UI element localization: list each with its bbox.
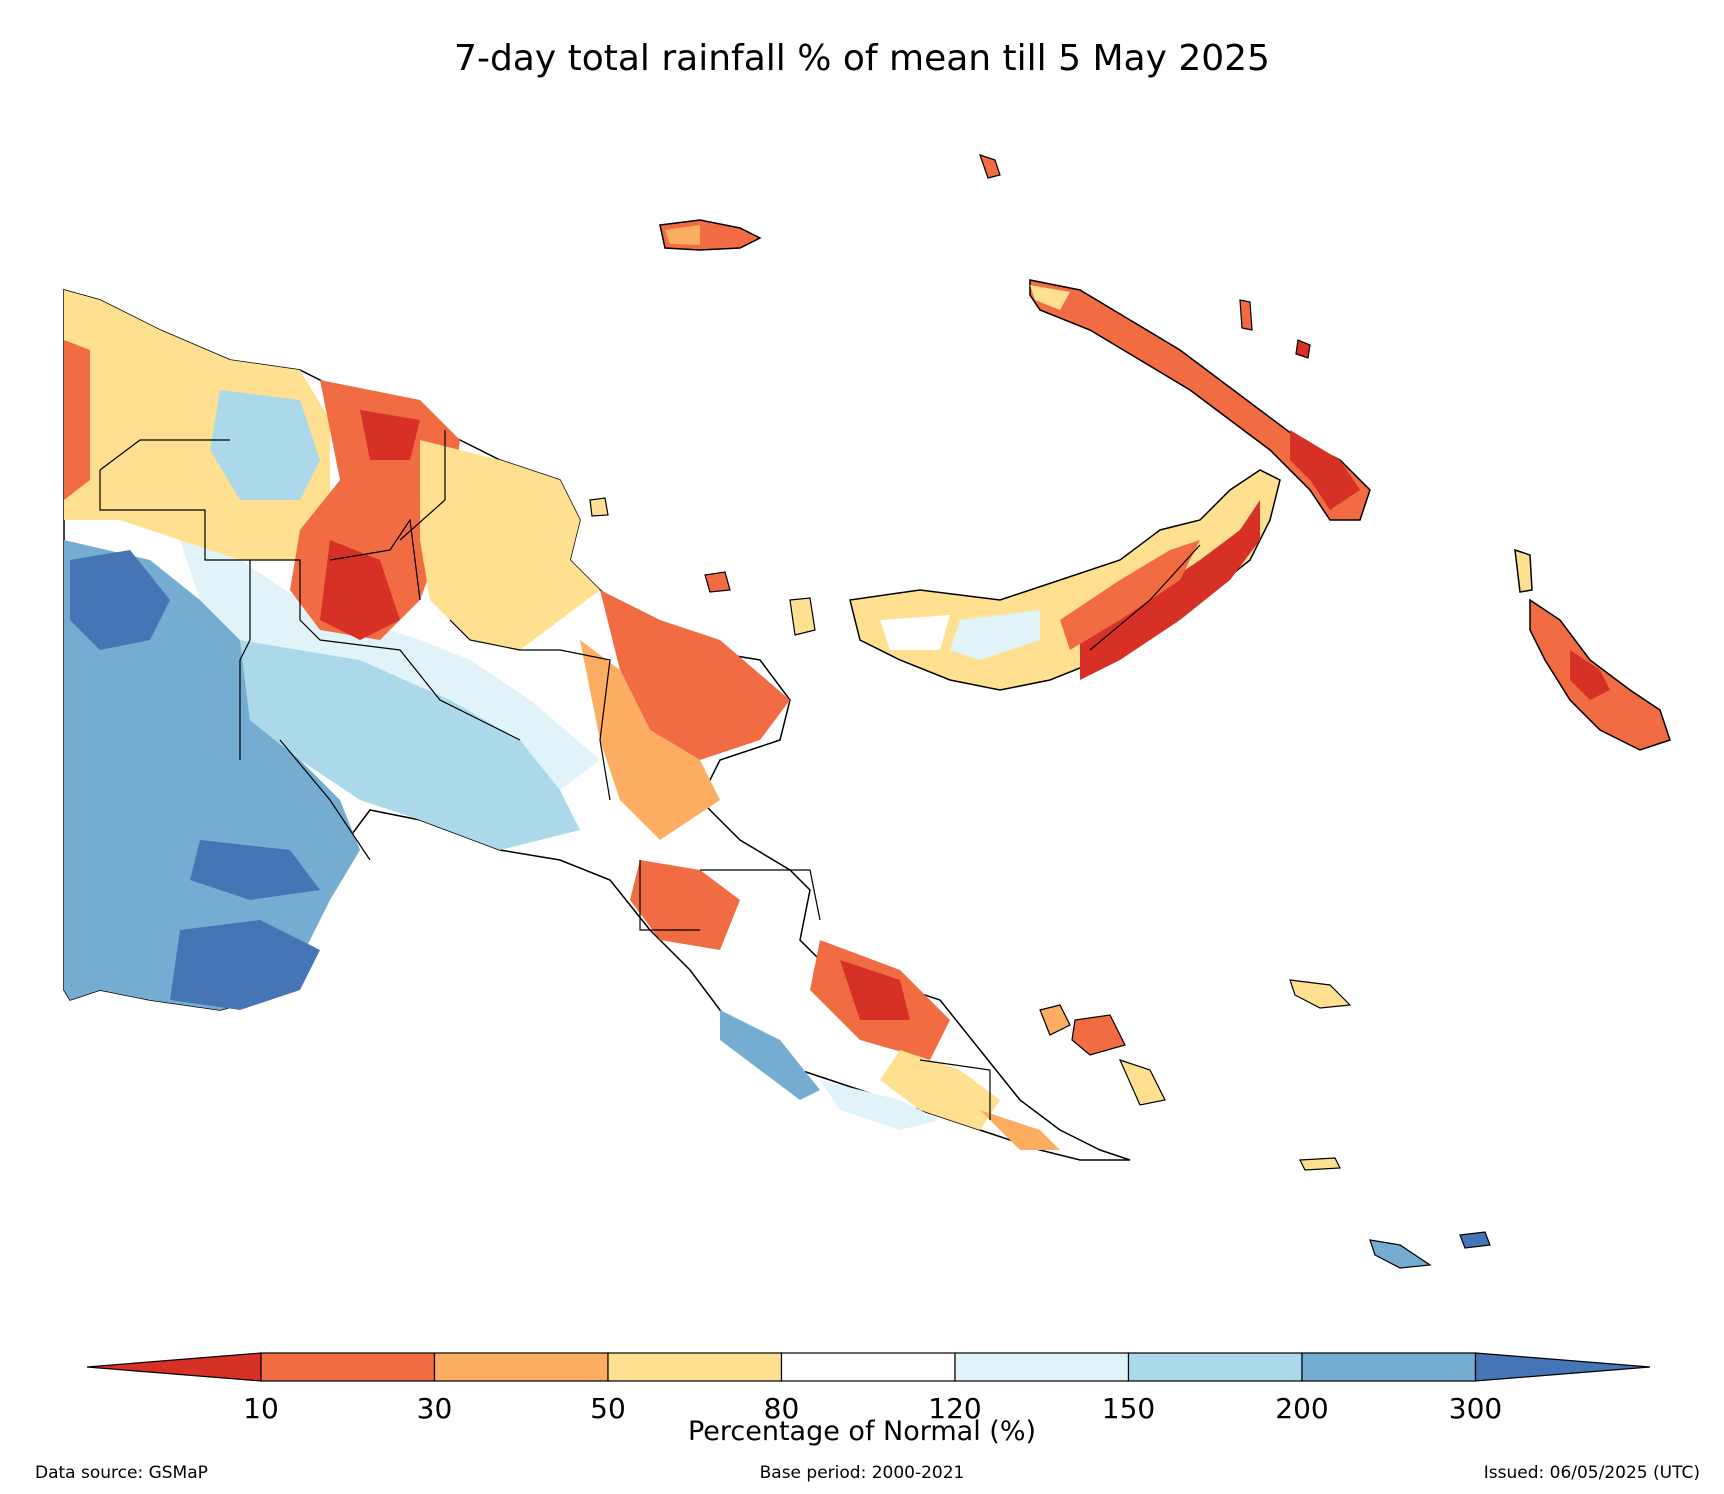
colorbar-tick-10: 10 xyxy=(243,1392,279,1425)
nb-orange xyxy=(1060,540,1200,650)
data-source-note: Data source: GSMaP xyxy=(35,1463,208,1483)
island-normanby xyxy=(1118,1059,1166,1106)
region-central-highlands xyxy=(420,440,600,650)
colorbar-tick-50: 50 xyxy=(590,1392,626,1425)
colorbar-tick-150: 150 xyxy=(1101,1392,1156,1425)
colorbar-tick-30: 30 xyxy=(416,1392,453,1425)
colorbar-seg-30-50 xyxy=(433,1352,609,1382)
base-period-note: Base period: 2000-2021 xyxy=(759,1463,965,1483)
region-morobe xyxy=(630,860,740,950)
region-oro-yellow xyxy=(880,1050,1000,1130)
region-sepik-blue xyxy=(210,390,320,500)
province-borders xyxy=(99,430,1201,1120)
region-sepik-red-north xyxy=(360,410,420,460)
colorbar-extend-low xyxy=(86,1352,262,1382)
colorbar-label: Percentage of Normal (%) xyxy=(687,1416,1037,1447)
region-western-core xyxy=(70,550,170,650)
colorbar-seg-200-300 xyxy=(1301,1352,1477,1382)
colorbar-tick-300: 300 xyxy=(1448,1392,1503,1425)
region-middle-fly xyxy=(190,840,320,900)
ni-red xyxy=(1290,430,1360,510)
island-sudest xyxy=(1369,1239,1432,1269)
colorbar-tick-80: 80 xyxy=(763,1392,800,1425)
new-britain xyxy=(849,469,1281,691)
colorbar-tick-120: 120 xyxy=(928,1392,982,1425)
colorbar-seg-50-80 xyxy=(607,1352,783,1382)
island-ni-east xyxy=(1295,339,1311,359)
nb-red xyxy=(1080,500,1260,680)
region-madang-coast xyxy=(600,590,790,760)
colorbar-seg-150-200 xyxy=(1127,1352,1303,1382)
ni-west-yellow xyxy=(1030,285,1070,310)
region-southern-peninsula xyxy=(720,1010,820,1100)
island-karkar xyxy=(704,571,731,593)
manus xyxy=(659,219,762,251)
island-woodlark xyxy=(1289,979,1352,1009)
island-misima xyxy=(1299,1157,1341,1171)
colorbar-seg-10-30 xyxy=(260,1352,436,1382)
island-umboi xyxy=(589,497,609,517)
region-south-fly xyxy=(170,920,320,1010)
region-gulf-coast xyxy=(240,640,580,850)
buka-island xyxy=(1514,548,1533,593)
region-gulf-inner xyxy=(180,540,600,790)
island-fergusson xyxy=(1071,1014,1126,1056)
region-madang-fringe xyxy=(580,640,720,840)
region-morobe-red xyxy=(840,960,910,1020)
island-ni-east-2 xyxy=(1239,299,1253,331)
island-long xyxy=(789,597,816,636)
region-central-prov xyxy=(820,1080,940,1130)
island-rossel xyxy=(1459,1231,1491,1249)
island-goodenough xyxy=(1039,1004,1071,1036)
region-milne-orange xyxy=(980,1110,1060,1150)
page-title: 7-day total rainfall % of mean till 5 Ma… xyxy=(454,38,1270,79)
region-northwest-orange xyxy=(64,340,90,500)
nb-blue xyxy=(950,610,1040,660)
nb-west-white xyxy=(880,615,950,650)
colorbar-extend-high xyxy=(1474,1352,1651,1382)
rainfall-fills xyxy=(64,290,1060,1150)
colorbar-seg-80-120 xyxy=(780,1352,956,1382)
bougainville xyxy=(1529,598,1671,751)
colorbar-tick-200: 200 xyxy=(1275,1392,1329,1425)
island-north-1 xyxy=(979,154,1001,179)
colorbar-seg-120-150 xyxy=(954,1352,1130,1382)
region-sepik-red xyxy=(320,540,400,640)
issued-note: Issued: 06/05/2025 (UTC) xyxy=(1483,1463,1700,1483)
new-ireland xyxy=(1029,279,1371,521)
